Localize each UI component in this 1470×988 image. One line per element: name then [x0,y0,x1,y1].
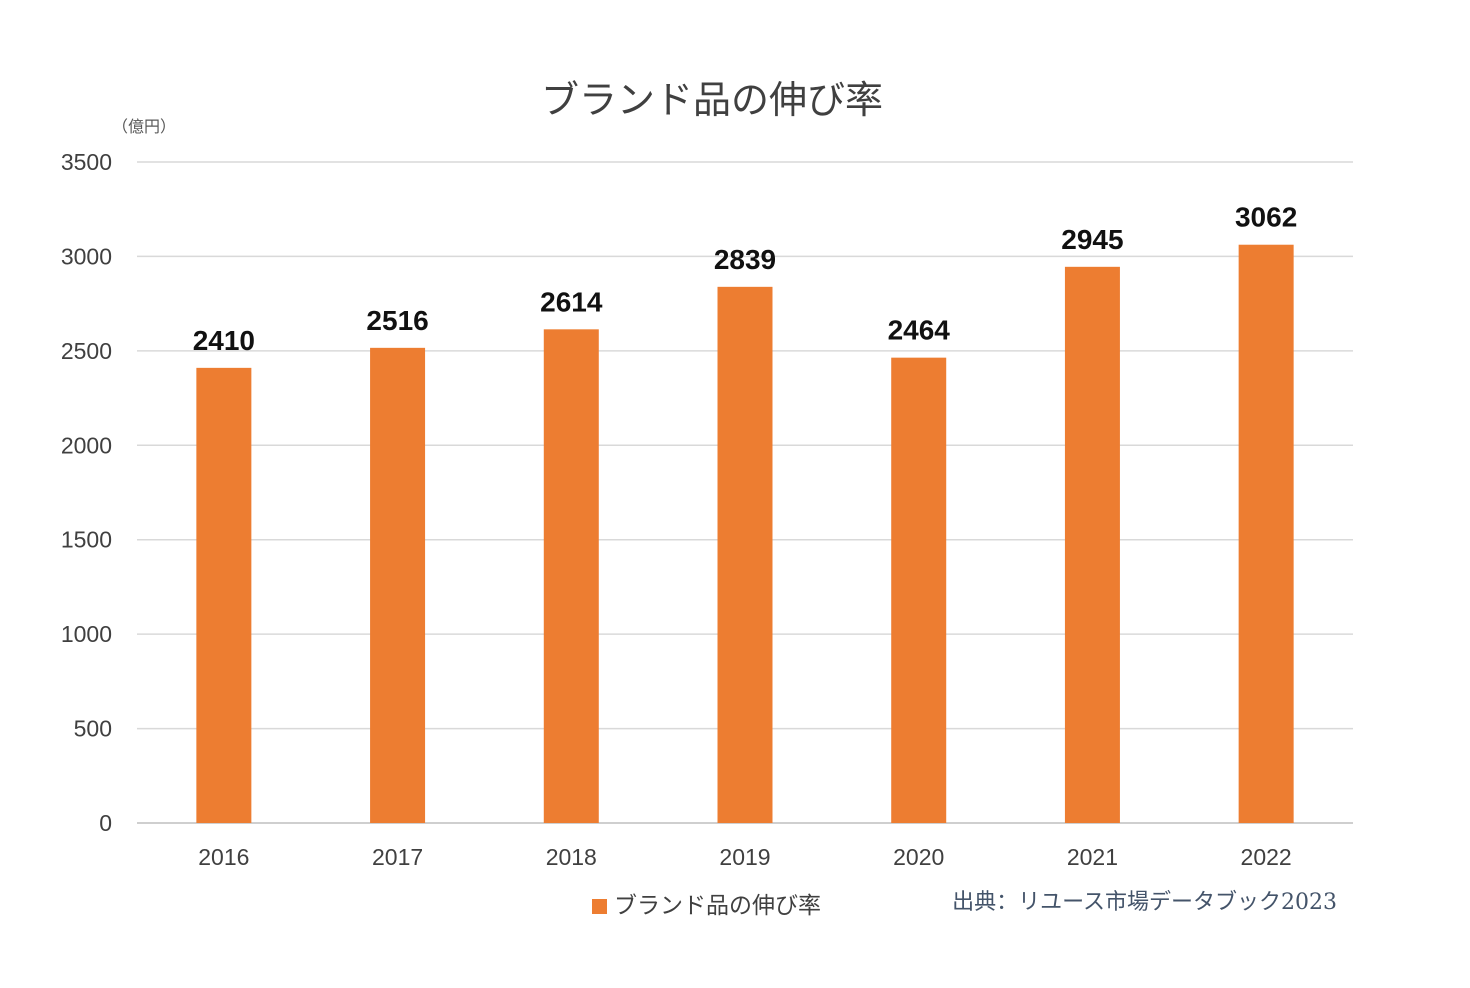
x-axis-ticks: 2016 2017 2018 2019 2020 2021 2022 [198,844,1291,870]
data-label: 3062 [1235,202,1297,233]
x-tick-label: 2019 [719,844,770,870]
x-tick-label: 2022 [1241,844,1292,870]
bars [196,244,1294,824]
y-tick-label: 1000 [61,621,112,647]
data-label: 2410 [193,325,255,356]
y-tick-label: 2000 [61,432,112,458]
legend-swatch [592,899,607,914]
x-tick-label: 2017 [372,844,423,870]
data-label: 2945 [1061,224,1123,255]
legend-label: ブランド品の伸び率 [614,893,821,919]
y-tick-label: 3000 [61,243,112,269]
legend: ブランド品の伸び率 [592,893,821,919]
data-label: 2839 [714,244,776,275]
y-tick-label: 1500 [61,527,112,553]
x-tick-label: 2020 [893,844,944,870]
y-axis-unit-label: （億円） [112,117,176,136]
bar [1238,244,1294,823]
bar [543,329,599,823]
x-tick-label: 2021 [1067,844,1118,870]
y-tick-label: 3500 [61,149,112,175]
y-tick-label: 0 [99,810,112,836]
bar [717,286,773,823]
chart-title: ブランド品の伸び率 [541,78,883,122]
bar [196,367,252,823]
data-label: 2464 [888,315,951,346]
y-tick-label: 500 [74,716,112,742]
x-tick-label: 2016 [198,844,249,870]
x-tick-label: 2018 [546,844,597,870]
source-note: 出典：リユース市場データブック2023 [952,890,1337,915]
bar [1064,266,1120,824]
bar [370,347,426,823]
y-tick-label: 2500 [61,338,112,364]
data-labels: 2410 2516 2614 2839 2464 2945 3062 [193,202,1298,356]
data-label: 2614 [540,286,603,317]
data-label: 2516 [366,305,428,336]
y-axis-ticks: 0 500 1000 1500 2000 2500 3000 3500 [61,149,112,836]
bar [891,357,947,823]
